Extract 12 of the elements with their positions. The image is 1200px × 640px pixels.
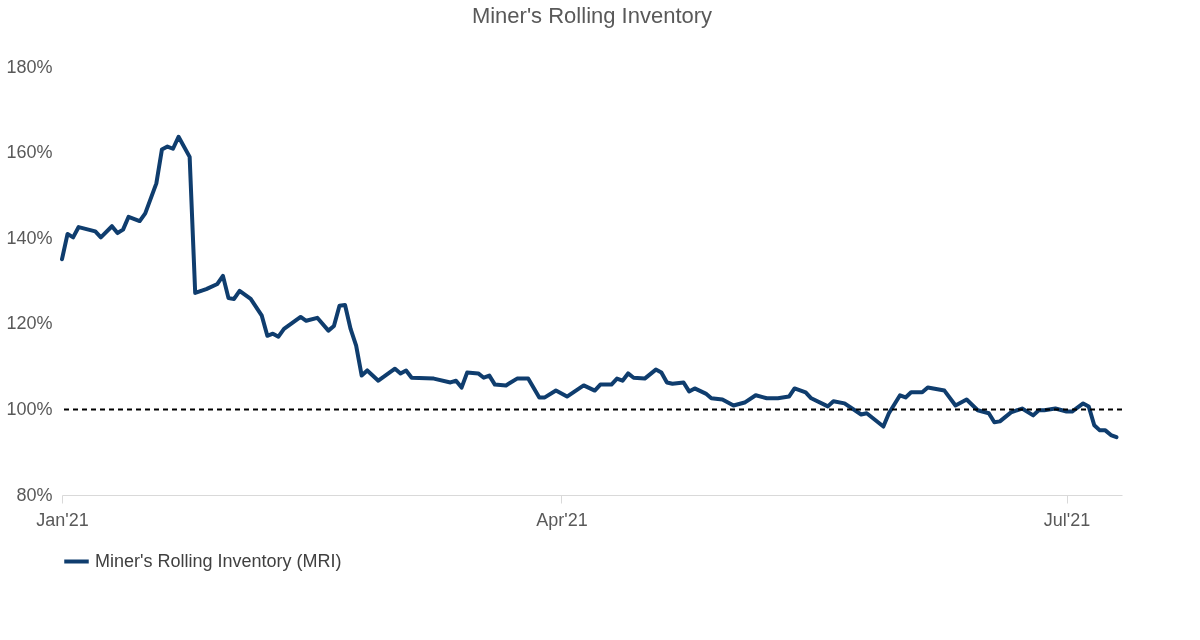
y-tick-label: 140% xyxy=(6,227,53,248)
x-tick-label: Jan'21 xyxy=(36,509,89,530)
x-tick-label: Apr'21 xyxy=(536,509,588,530)
y-tick-label: 100% xyxy=(6,398,53,419)
y-tick-label: 160% xyxy=(6,142,53,163)
line-series xyxy=(60,134,1119,440)
y-tick-label: 80% xyxy=(16,484,53,505)
x-tick-label: Jul'21 xyxy=(1043,509,1091,530)
legend-label: Miner's Rolling Inventory (MRI) xyxy=(95,550,342,571)
y-tick-label: 120% xyxy=(6,313,53,334)
y-tick-label: 180% xyxy=(6,56,53,77)
chart-title: Miner's Rolling Inventory xyxy=(471,3,713,28)
